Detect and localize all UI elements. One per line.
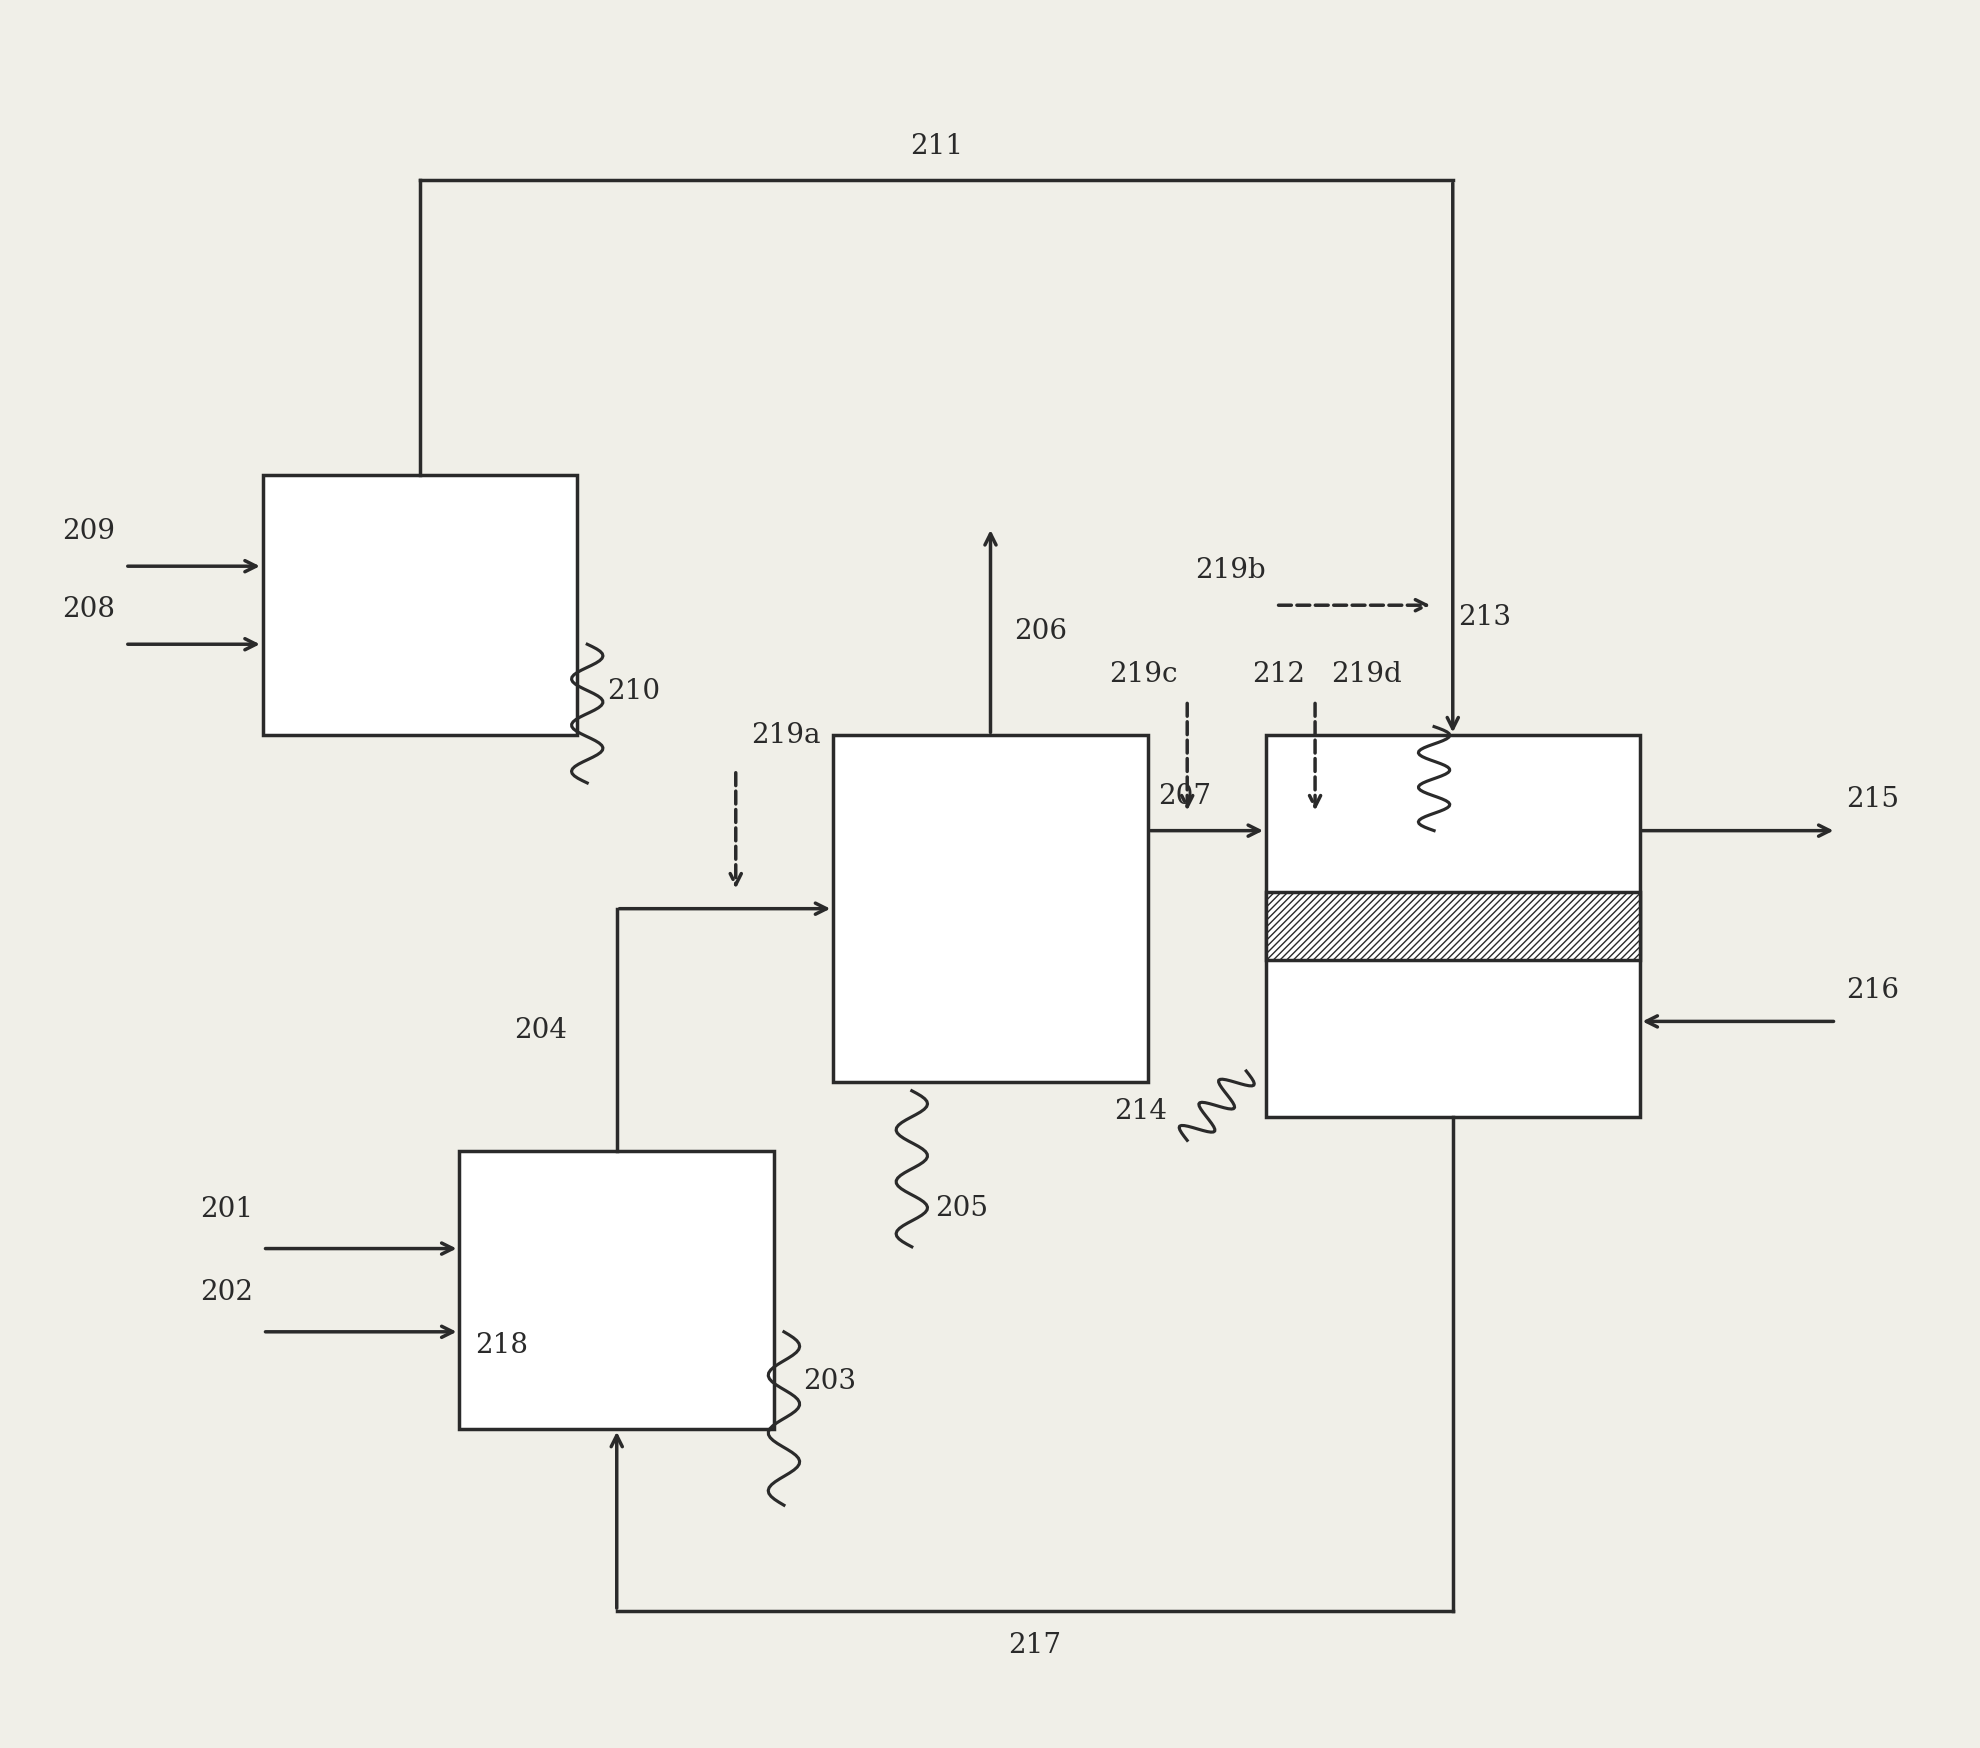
Text: 209: 209 (61, 519, 115, 545)
Text: 213: 213 (1457, 605, 1511, 631)
Text: 219a: 219a (750, 722, 820, 750)
Text: 214: 214 (1115, 1098, 1166, 1124)
Text: 206: 206 (1014, 617, 1067, 645)
Text: 204: 204 (515, 1017, 568, 1044)
Text: 207: 207 (1156, 783, 1210, 809)
Text: 203: 203 (804, 1369, 855, 1395)
Text: 211: 211 (909, 133, 962, 159)
Bar (1265, 736, 1639, 1117)
Bar (1265, 891, 1639, 960)
Bar (459, 1152, 774, 1428)
Text: 219b: 219b (1194, 558, 1265, 584)
Text: 208: 208 (61, 596, 115, 624)
Text: 216: 216 (1845, 977, 1899, 1003)
Text: 217: 217 (1008, 1633, 1061, 1659)
Text: 215: 215 (1845, 787, 1899, 813)
Text: 205: 205 (935, 1196, 988, 1222)
Text: 219d: 219d (1331, 661, 1402, 689)
Text: 202: 202 (200, 1280, 253, 1306)
Text: 212: 212 (1251, 661, 1305, 689)
Text: 219c: 219c (1109, 661, 1176, 689)
Bar (263, 475, 576, 736)
Text: 201: 201 (200, 1196, 253, 1222)
Bar (834, 736, 1146, 1082)
Text: 210: 210 (606, 678, 659, 704)
Text: 218: 218 (475, 1332, 529, 1360)
